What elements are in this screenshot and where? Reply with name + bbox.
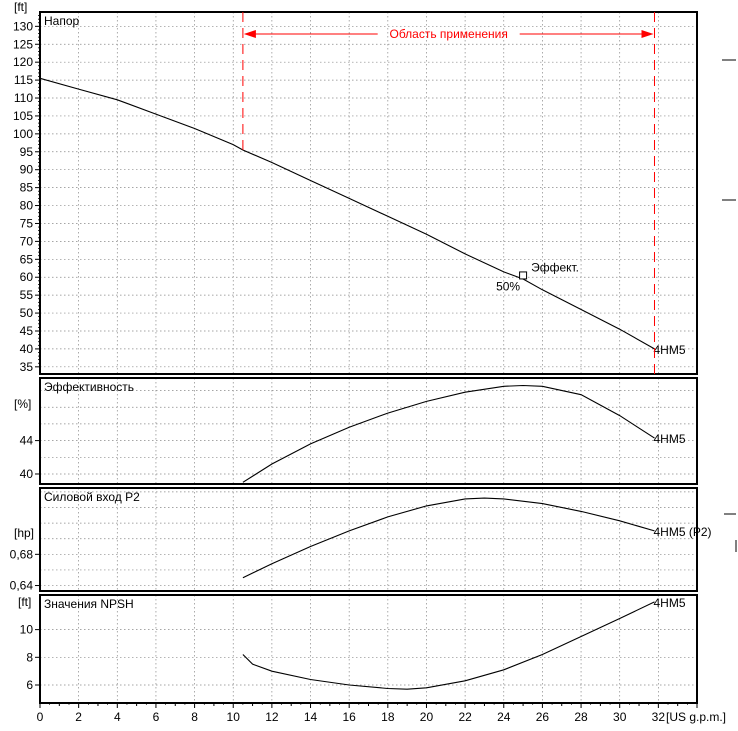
y-tick-label: 45 bbox=[20, 324, 34, 338]
y-tick-label: 90 bbox=[20, 163, 34, 177]
x-tick-label: 32 bbox=[652, 710, 666, 724]
x-tick-label: 16 bbox=[342, 710, 356, 724]
efficiency-point-value: 50% bbox=[496, 279, 520, 293]
x-tick-label: 22 bbox=[458, 710, 472, 724]
y-tick-label: 6 bbox=[26, 678, 33, 692]
x-tick-label: 10 bbox=[227, 710, 241, 724]
series-label: 4HM5 bbox=[653, 343, 685, 357]
y-tick-label: 44 bbox=[20, 434, 34, 448]
y-unit-label: [ft] bbox=[18, 595, 31, 609]
panel-title: Эффективность bbox=[44, 380, 134, 394]
y-tick-label: 105 bbox=[13, 109, 33, 123]
x-tick-label: 8 bbox=[191, 710, 198, 724]
panel-2 bbox=[35, 487, 698, 592]
series-label: 4HM5 bbox=[653, 596, 685, 610]
series-line bbox=[39, 77, 655, 350]
y-tick-label: 8 bbox=[26, 650, 33, 664]
x-tick-label: 6 bbox=[153, 710, 160, 724]
y-tick-label: 0,68 bbox=[10, 547, 34, 561]
y-tick-label: 110 bbox=[14, 91, 33, 105]
efficiency-point-label: Эффект. bbox=[531, 260, 579, 274]
y-tick-label: 95 bbox=[20, 145, 34, 159]
y-tick-label: 80 bbox=[20, 199, 34, 213]
efficiency-point-marker bbox=[519, 271, 528, 280]
x-tick-label: 14 bbox=[304, 710, 318, 724]
y-tick-label: 50 bbox=[20, 306, 34, 320]
y-unit-label: [%] bbox=[14, 397, 31, 411]
series-line bbox=[242, 601, 655, 690]
y-unit-label: [hp] bbox=[14, 526, 34, 540]
range-arrowhead-right bbox=[641, 30, 654, 38]
panel-frame bbox=[39, 487, 698, 592]
panel-title: Напор bbox=[44, 14, 80, 28]
y-tick-label: 65 bbox=[20, 252, 34, 266]
y-tick-label: 115 bbox=[14, 73, 33, 87]
y-tick-label: 40 bbox=[20, 467, 34, 481]
panel-title: Значения NPSH bbox=[44, 597, 134, 611]
y-tick-label: 125 bbox=[13, 37, 33, 51]
y-tick-label: 55 bbox=[20, 288, 34, 302]
x-tick-label: 12 bbox=[265, 710, 279, 724]
panel-3 bbox=[35, 594, 698, 704]
series-label: 4HM5 bbox=[653, 432, 685, 446]
y-tick-label: 40 bbox=[20, 342, 34, 356]
series-line bbox=[242, 384, 655, 483]
panel-frame bbox=[39, 377, 698, 485]
x-tick-label: 24 bbox=[497, 710, 511, 724]
y-tick-label: 75 bbox=[20, 216, 34, 230]
x-tick-label: 28 bbox=[574, 710, 588, 724]
y-unit-label: [ft] bbox=[14, 0, 27, 14]
y-tick-label: 120 bbox=[13, 55, 33, 69]
x-tick-label: 20 bbox=[420, 710, 434, 724]
x-unit-label: [US g.p.m.] bbox=[666, 710, 726, 724]
y-tick-label: 85 bbox=[20, 181, 34, 195]
panel-frame bbox=[39, 11, 698, 375]
range-arrowhead-left bbox=[243, 30, 256, 38]
x-tick-label: 2 bbox=[75, 710, 82, 724]
y-tick-label: 35 bbox=[20, 360, 34, 374]
x-tick-label: 26 bbox=[536, 710, 550, 724]
panel-title: Силовой вход P2 bbox=[44, 490, 140, 504]
y-tick-label: 130 bbox=[13, 19, 33, 33]
panel-1 bbox=[35, 377, 698, 485]
x-tick-label: 18 bbox=[381, 710, 395, 724]
series-line bbox=[242, 497, 655, 579]
range-label: Область применения bbox=[390, 27, 508, 41]
x-tick-label: 30 bbox=[613, 710, 627, 724]
y-tick-label: 0,64 bbox=[10, 579, 34, 593]
y-tick-label: 100 bbox=[13, 127, 33, 141]
x-tick-label: 4 bbox=[114, 710, 121, 724]
panel-0 bbox=[35, 11, 698, 375]
y-tick-label: 10 bbox=[20, 623, 34, 637]
x-tick-label: 0 bbox=[37, 710, 44, 724]
y-tick-label: 60 bbox=[20, 270, 34, 284]
y-tick-label: 70 bbox=[20, 234, 34, 248]
series-label: 4HM5 (P2) bbox=[653, 525, 711, 539]
